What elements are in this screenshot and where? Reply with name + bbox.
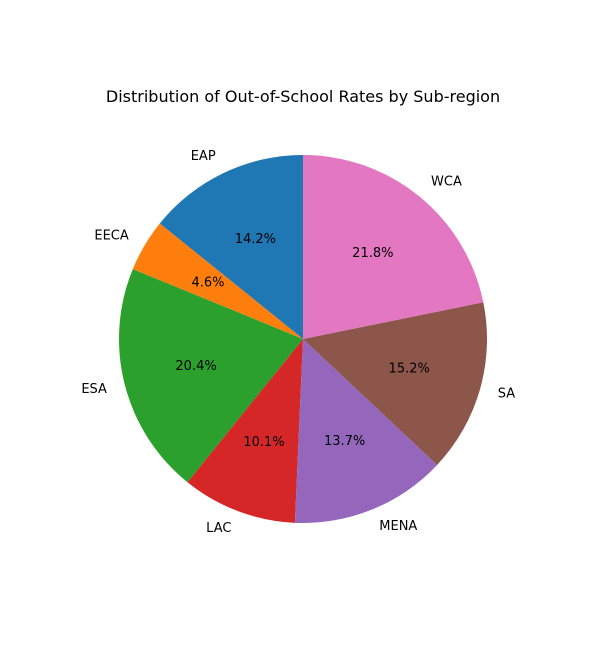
slice-label-lac: LAC [206, 521, 231, 536]
pie-slice-eeca [132, 223, 303, 339]
pie-labels: EAP EECA ESA LAC MENA SA WCA [81, 149, 515, 536]
pie-slice-esa [118, 269, 303, 483]
chart-title: Distribution of Out-of-School Rates by S… [106, 87, 500, 106]
slice-percent-esa: 20.4% [175, 359, 216, 374]
slice-percent-wca: 21.8% [352, 246, 393, 261]
slice-percent-eeca: 4.6% [191, 275, 224, 290]
slice-percent-mena: 13.7% [324, 434, 365, 449]
slice-label-wca: WCA [431, 175, 462, 190]
pie-slice-wca [303, 155, 484, 339]
slice-percent-sa: 15.2% [389, 362, 430, 377]
slice-label-esa: ESA [81, 382, 107, 397]
slice-label-eap: EAP [191, 149, 216, 164]
slice-label-eeca: EECA [94, 228, 129, 243]
slice-label-mena: MENA [379, 519, 417, 534]
pie-slices [118, 155, 487, 524]
pie-slice-mena [294, 339, 438, 524]
slice-label-sa: SA [498, 387, 515, 402]
pie-slice-eap [159, 155, 303, 339]
pie-slice-sa [303, 302, 487, 465]
slice-percent-lac: 10.1% [243, 435, 284, 450]
slice-percent-eap: 14.2% [235, 232, 276, 247]
pie-percent-labels: 14.2% 4.6% 20.4% 10.1% 13.7% 15.2% 21.8% [175, 232, 429, 450]
pie-slice-lac [187, 339, 303, 523]
